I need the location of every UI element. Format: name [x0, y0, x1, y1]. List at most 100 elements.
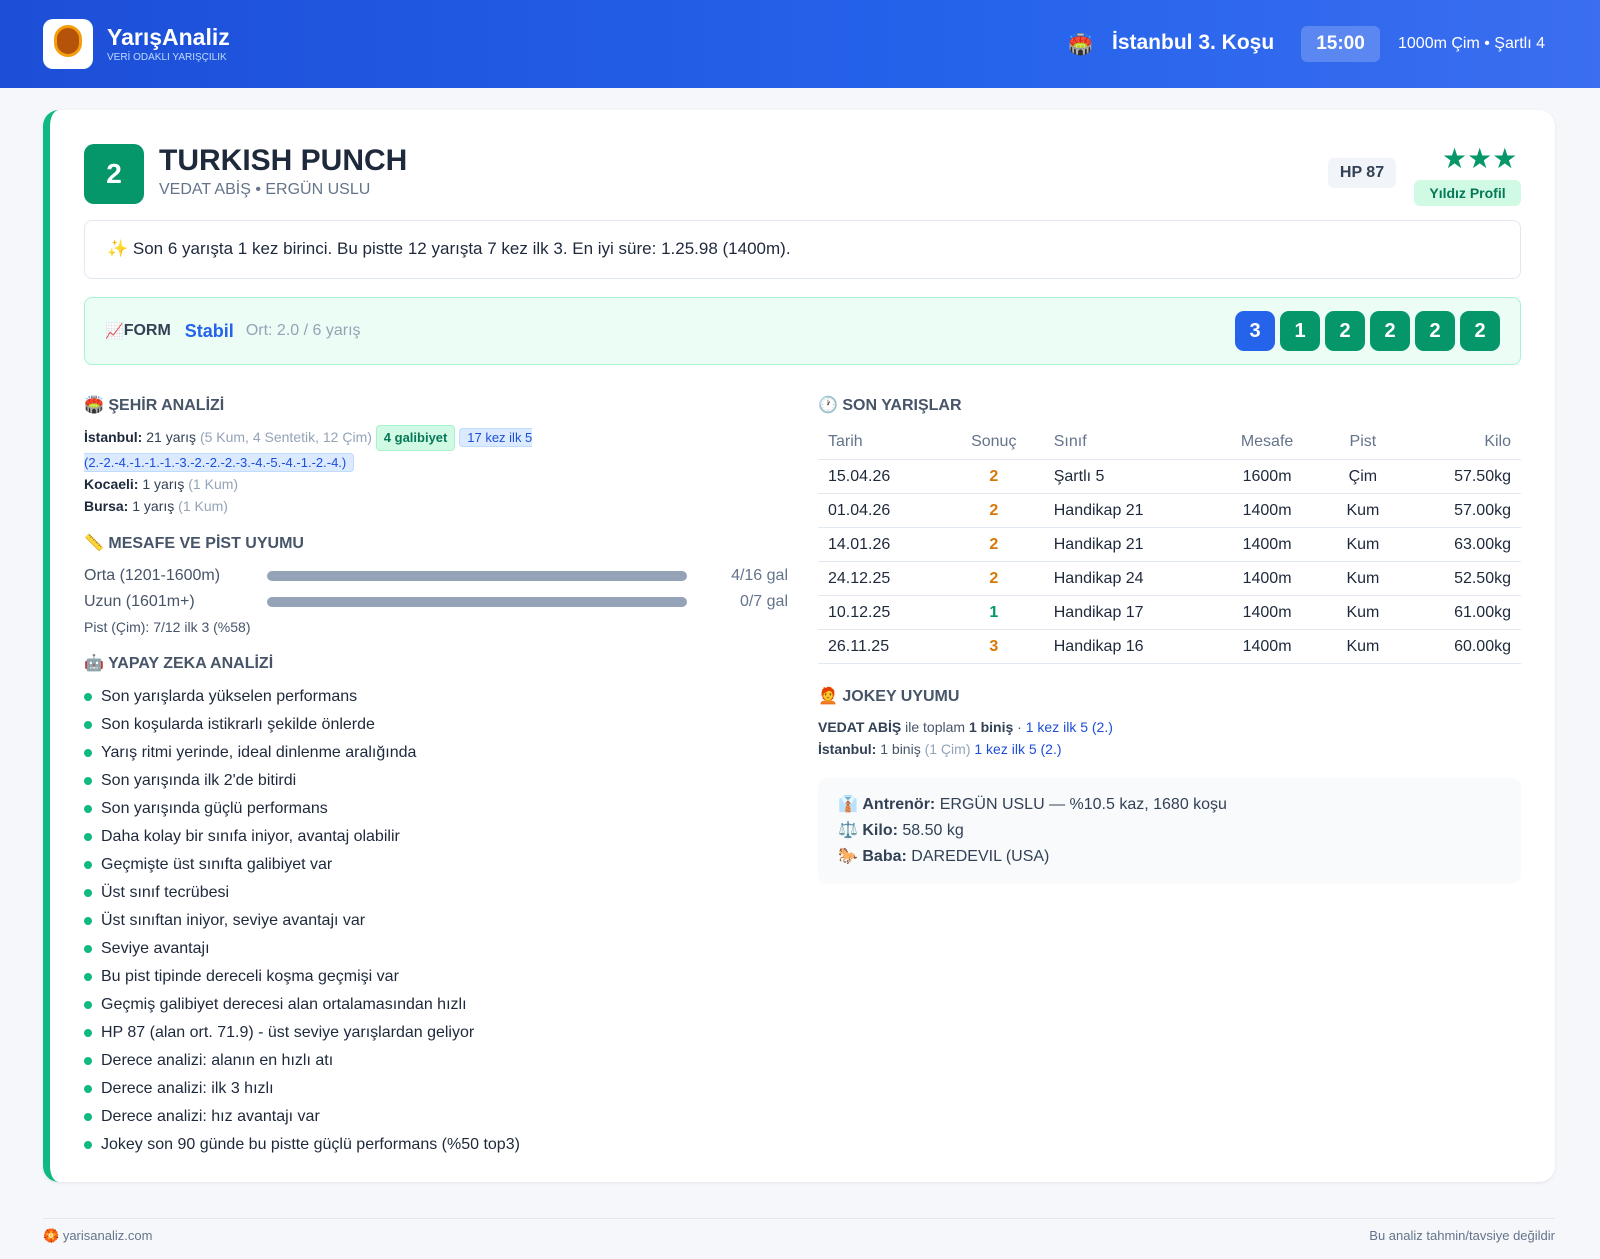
summary: Son 6 yarışta 1 kez birinci. Bu pistte 1…	[132, 239, 791, 258]
tagline: VERİ ODAKLI YARIŞÇILIK	[107, 52, 227, 63]
jockey-city-rides: 1 biniş	[880, 741, 921, 757]
info-icon: 🐎	[838, 848, 863, 865]
race-cell: 24.12.25	[818, 561, 944, 596]
city-name: Kocaeli:	[84, 476, 139, 492]
ai-item: Son yarışlarda yükselen performans	[84, 683, 788, 711]
info-row: 🐎 Baba: DAREDEVIL (USA)	[838, 844, 1501, 870]
race-cell: Kum	[1322, 629, 1404, 664]
form-result: 2	[1415, 311, 1455, 351]
ai-item: Daha kolay bir sınıfa iniyor, avantaj ol…	[84, 823, 788, 851]
city-title: ŞEHİR ANALİZİ	[108, 397, 225, 414]
footer-site: yarisanaliz.com	[62, 1228, 153, 1243]
race-row: 10.12.25 1 Handikap 17 1400m Kum 61.00kg	[818, 595, 1521, 630]
city-row: İstanbul: 21 yarış (5 Kum, 4 Sentetik, 1…	[84, 425, 788, 473]
race-result: 2	[943, 493, 1044, 528]
ai-item: Derece analizi: ilk 3 hızlı	[84, 1075, 788, 1103]
recent-title: SON YARIŞLAR	[842, 397, 962, 414]
jockey-fit: VEDAT ABİŞ ile toplam 1 biniş · 1 kez il…	[818, 716, 1521, 760]
distance-title: MESAFE VE PİST UYUMU	[108, 535, 304, 552]
distance-title-row: 📏 MESAFE VE PİST UYUMU	[84, 535, 304, 552]
jockey-top5: 1 kez ilk 5 (2.)	[1025, 719, 1113, 735]
jockey-city-line: İstanbul: 1 biniş (1 Çim) 1 kez ilk 5 (2…	[818, 738, 1521, 760]
race-result: 2	[943, 459, 1044, 494]
column-header: Sonuç	[943, 425, 1044, 460]
distance-result: 0/7 gal	[739, 593, 788, 610]
left-column: 🏟️ ŞEHİR ANALİZİ İstanbul: 21 yarış (5 K…	[84, 395, 788, 1159]
jockey-title: JOKEY UYUMU	[842, 688, 960, 705]
column-header: Sınıf	[1043, 425, 1212, 460]
city-detail: (5 Kum, 4 Sentetik, 12 Çim)	[199, 429, 372, 445]
horse-number: 2	[84, 144, 144, 204]
info-label: Kilo:	[862, 822, 898, 839]
ai-item: Derece analizi: hız avantajı var	[84, 1103, 788, 1131]
race-cell: 26.11.25	[818, 629, 944, 664]
form-result: 2	[1325, 311, 1365, 351]
distance-row: Uzun (1601m+) 0/7 gal	[84, 589, 788, 615]
track-fit: Pist (Çim): 7/12 ilk 3 (%58)	[84, 619, 251, 635]
race: İstanbul 3. Koşu	[1112, 31, 1275, 54]
race-cell: 10.12.25	[818, 595, 944, 630]
race-cell: 1400m	[1211, 561, 1323, 596]
column-header: Mesafe	[1211, 425, 1323, 460]
form-icon: 📈	[105, 323, 124, 340]
jockey-name: VEDAT ABİŞ	[818, 719, 902, 735]
footer-disclaimer: Bu analiz tahmin/tavsiye değildir	[1369, 1228, 1555, 1243]
summary-icon: ✨	[107, 239, 133, 258]
ai-item: Son koşularda istikrarlı şekilde önlerde	[84, 711, 788, 739]
city-races: 1 yarış	[132, 498, 175, 514]
column-header: Pist	[1322, 425, 1404, 460]
city-name: İstanbul:	[84, 429, 143, 445]
right-column: 🕐 SON YARIŞLAR Tarih Sonuç Sınıf Mesafe Pist…	[818, 395, 1521, 884]
race-cell: 1400m	[1211, 629, 1323, 664]
footer-rule	[43, 1218, 1555, 1219]
race-row: 24.12.25 2 Handikap 24 1400m Kum 52.50kg	[818, 561, 1521, 596]
jockey-rides: 1 biniş	[968, 719, 1014, 735]
ai-item: Derece analizi: alanın en hızlı atı	[84, 1047, 788, 1075]
distance-list: Orta (1201-1600m) 4/16 gal Uzun (1601m+) 0/…	[84, 563, 788, 615]
ai-item: Geçmişte üst sınıfta galibiyet var	[84, 851, 788, 879]
race-cell: 01.04.26	[818, 493, 944, 528]
city-races: 1 yarış	[142, 476, 185, 492]
ai-item: Son yarışında ilk 2'de bitirdi	[84, 767, 788, 795]
city-row: Bursa: 1 yarış (1 Kum)	[84, 495, 788, 517]
jockey-text: ile toplam	[905, 719, 966, 735]
race-cell: 52.50kg	[1403, 561, 1521, 596]
summary-box: ✨ Son 6 yarışta 1 kez birinci. Bu pistte…	[84, 220, 1521, 279]
info-value: DAREDEVIL (USA)	[911, 848, 1050, 865]
column-header: Kilo	[1403, 425, 1521, 460]
column-header: Tarih	[818, 425, 944, 460]
race-cell: Handikap 24	[1043, 561, 1212, 596]
ai-item: Bu pist tipinde dereceli koşma geçmişi v…	[84, 963, 788, 991]
race-cell: Kum	[1322, 493, 1404, 528]
distance-label: Uzun (1601m+)	[84, 593, 195, 610]
header: YarışAnaliz VERİ ODAKLI YARIŞÇILIK 🏟️ İs…	[0, 0, 1600, 88]
info-value: 58.50 kg	[902, 822, 964, 839]
race-row: 01.04.26 2 Handikap 21 1400m Kum 57.00kg	[818, 493, 1521, 528]
recent-title-row: 🕐 SON YARIŞLAR	[818, 397, 962, 414]
race-row: 15.04.26 2 Şartlı 5 1600m Çim 57.50kg	[818, 459, 1521, 494]
info-icon: ⚖️	[838, 822, 863, 839]
jockey-city-detail: (1 Çim)	[924, 741, 971, 757]
race-cell: Şartlı 5	[1043, 459, 1212, 494]
wins-badge: 4 galibiyet	[375, 425, 456, 451]
race-cell: 14.01.26	[818, 527, 944, 562]
race-cell: 1400m	[1211, 595, 1323, 630]
distance-result: 4/16 gal	[731, 567, 788, 584]
city-races: 21 yarış	[146, 429, 197, 445]
ai-list: Son yarışlarda yükselen performans Son ko…	[84, 683, 788, 1159]
race-cell: 1600m	[1211, 459, 1323, 494]
city-detail: (1 Kum)	[178, 498, 228, 514]
ai-item: Jokey son 90 günde bu pistte güçlü perfo…	[84, 1131, 788, 1159]
race-cell: 1400m	[1211, 527, 1323, 562]
info-row: ⚖️ Kilo: 58.50 kg	[838, 818, 1501, 844]
race-result: 1	[943, 595, 1044, 630]
info-row: 👔 Antrenör: ERGÜN USLU — %10.5 kaz, 1680…	[838, 792, 1501, 818]
ai-item: Seviye avantajı	[84, 935, 788, 963]
race-row: 14.01.26 2 Handikap 21 1400m Kum 63.00kg	[818, 527, 1521, 562]
distance-bar	[267, 597, 687, 607]
form-result: 3	[1235, 311, 1275, 351]
race-result: 3	[943, 629, 1044, 664]
footer-site-row: 🏵️ yarisanaliz.com	[43, 1228, 153, 1243]
race-cell: Handikap 21	[1043, 527, 1212, 562]
